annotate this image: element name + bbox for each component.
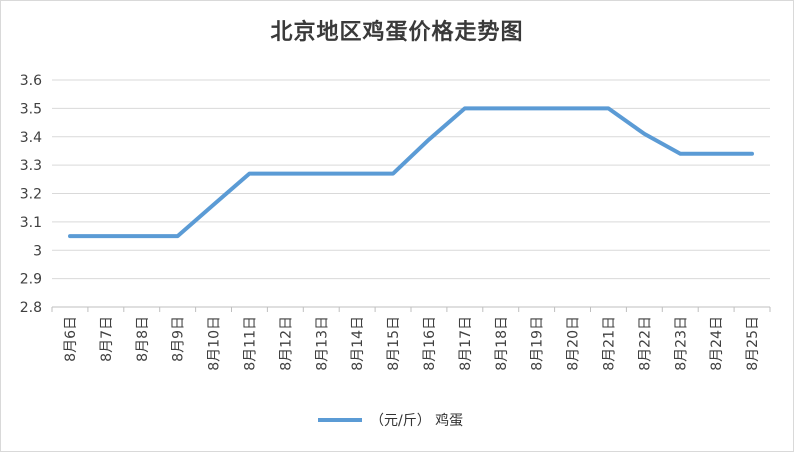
data-point: [642, 132, 646, 136]
data-point: [571, 106, 575, 110]
x-tick-label: 8月24日: [709, 316, 725, 371]
data-point: [68, 234, 72, 238]
data-point: [427, 138, 431, 142]
y-tick-label: 3.1: [20, 215, 42, 231]
x-tick-label: 8月18日: [494, 316, 510, 371]
x-tick-label: 8月12日: [278, 316, 294, 371]
y-tick-label: 3.2: [20, 187, 42, 203]
chart-title: 北京地区鸡蛋价格走势图: [270, 20, 524, 45]
series-layer: [68, 106, 754, 239]
x-tick-label: 8月23日: [673, 316, 689, 371]
series-line: [68, 106, 754, 239]
data-point: [535, 106, 539, 110]
x-tick-label: 8月16日: [422, 316, 438, 371]
data-point: [212, 203, 216, 207]
x-tick-label: 8月14日: [350, 316, 366, 371]
x-tick-label: 8月6日: [63, 316, 79, 362]
data-point: [463, 106, 467, 110]
x-tick-label: 8月20日: [566, 316, 582, 371]
data-point: [283, 172, 287, 176]
x-tick-label: 8月21日: [601, 316, 617, 371]
data-point: [104, 234, 108, 238]
x-tick-label: 8月7日: [99, 316, 115, 362]
y-tick-label: 3: [33, 243, 42, 259]
data-point: [140, 234, 144, 238]
x-tick-label: 8月15日: [386, 316, 402, 371]
x-tick-label: 8月17日: [458, 316, 474, 371]
data-point: [319, 172, 323, 176]
x-tick-label: 8月8日: [135, 316, 151, 362]
x-axis-tick-labels: 8月6日 8月7日 8月8日 8月9日 8月10日 8月11日 8月12日 8月13日 8月14…: [63, 316, 761, 371]
data-point: [750, 152, 754, 156]
x-tick-label: 8月13日: [314, 316, 330, 371]
legend-swatch-line: [318, 418, 362, 422]
y-tick-label: 2.9: [20, 272, 42, 288]
x-tick-label: 8月11日: [242, 316, 258, 371]
legend-label: （元/斤） 鸡蛋: [370, 413, 464, 429]
y-tick-label: 2.8: [20, 300, 42, 316]
data-point: [247, 172, 251, 176]
y-tick-label: 3.3: [20, 158, 42, 174]
y-tick-label: 3.4: [20, 130, 42, 146]
data-point: [391, 172, 395, 176]
x-tick-label: 8月10日: [207, 316, 223, 371]
data-point: [176, 234, 180, 238]
data-point: [606, 106, 610, 110]
legend: （元/斤） 鸡蛋: [318, 409, 463, 431]
data-point: [355, 172, 359, 176]
data-point: [714, 152, 718, 156]
x-tick-label: 8月9日: [171, 316, 187, 362]
y-tick-label: 3.5: [20, 101, 42, 117]
y-axis-tick-labels: 2.8 2.9 3 3.1 3.2 3.3 3.4 3.5 3.6: [20, 73, 42, 316]
data-point: [499, 106, 503, 110]
x-tick-label: 8月25日: [745, 316, 761, 371]
y-tick-label: 3.6: [20, 73, 42, 89]
gridlines: [51, 79, 771, 312]
x-tick-label: 8月19日: [530, 316, 546, 371]
data-point: [678, 152, 682, 156]
x-tick-label: 8月22日: [637, 316, 653, 371]
